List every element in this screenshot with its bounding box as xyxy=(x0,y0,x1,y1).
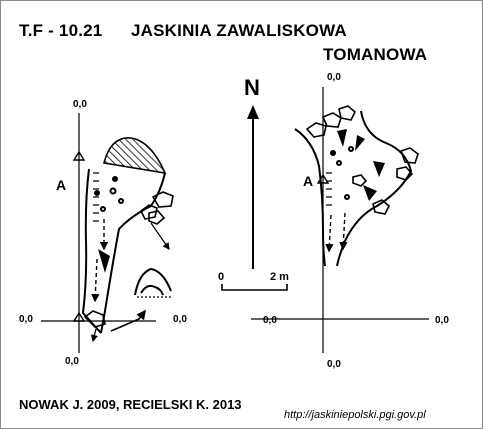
left-plan-rock xyxy=(139,204,158,220)
right-plan-rock xyxy=(396,166,414,181)
left-plan-small-arrow xyxy=(90,328,98,343)
left-plan-wall-right xyxy=(100,172,166,334)
left-plan-rock xyxy=(148,210,166,225)
left-plan-slope-ticks xyxy=(93,172,99,222)
right-plan-rock xyxy=(352,174,368,187)
right-plan-survey-point xyxy=(316,173,330,184)
scale-start-label: 0 xyxy=(218,271,225,283)
authors: NOWAK J. 2009, RECIELSKI K. 2013 xyxy=(19,397,242,412)
north-label: N xyxy=(244,75,260,100)
left-plan-dashed-arrow xyxy=(91,258,100,303)
right-plan-rock xyxy=(399,147,419,164)
right-plan-dashed-arrow xyxy=(339,212,348,251)
left-plan-hatched-rock xyxy=(103,137,167,175)
right-plan-slope-ticks xyxy=(326,172,332,206)
right-plan-left-coord: 0,0 xyxy=(263,315,277,326)
right-plan-dashed-arrow xyxy=(325,214,334,253)
right-plan-wall-left xyxy=(294,128,326,267)
right-plan-bottom-coord: 0,0 xyxy=(327,359,341,370)
cave-subname: TOMANOWA xyxy=(323,45,428,64)
left-plan-axis-point xyxy=(72,311,86,322)
left-plan-slope-triangle xyxy=(98,249,110,273)
left-plan-pebble xyxy=(94,190,100,196)
source-url[interactable]: http://jaskiniepolski.pgi.gov.pl xyxy=(284,409,426,421)
scale-bar xyxy=(221,284,288,291)
left-cave-plan xyxy=(41,113,174,353)
right-plan-rock xyxy=(338,105,356,121)
left-plan-rock xyxy=(83,310,106,328)
right-plan-right-coord: 0,0 xyxy=(435,315,449,326)
left-plan-cross-section xyxy=(134,267,172,296)
right-plan-slope-triangle xyxy=(373,161,385,177)
north-arrow-head xyxy=(247,105,259,119)
left-plan-pebble xyxy=(109,187,117,195)
right-plan-slope-triangle xyxy=(355,135,365,151)
right-plan-pebble xyxy=(348,146,354,152)
left-plan-survey-point xyxy=(72,150,86,161)
left-plan-right-coord: 0,0 xyxy=(173,314,187,325)
right-plan-rock xyxy=(305,122,327,138)
cave-name: JASKINIA ZAWALISKOWA xyxy=(131,21,347,40)
left-plan-point-label: A xyxy=(56,177,67,193)
scale-end-label: 2 m xyxy=(270,271,289,283)
left-plan-pebble xyxy=(100,206,106,212)
right-plan-rock xyxy=(372,199,390,215)
right-plan-pebble xyxy=(344,194,350,200)
left-plan-pebble xyxy=(112,176,118,182)
left-plan-left-coord: 0,0 xyxy=(19,314,33,325)
cave-code: T.F - 10.21 xyxy=(19,21,103,40)
right-plan-pebble xyxy=(336,160,342,166)
left-plan-rock xyxy=(151,191,174,208)
right-plan-wall-right xyxy=(336,110,413,267)
left-plan-top-coord: 0,0 xyxy=(73,99,87,110)
right-plan-point-label: A xyxy=(303,173,314,189)
left-plan-wall-left xyxy=(81,168,102,334)
left-plan-pebble xyxy=(118,198,124,204)
left-plan-exit-arrow xyxy=(150,222,170,250)
right-cave-plan xyxy=(251,87,429,353)
right-plan-rock xyxy=(321,112,342,128)
left-plan-bottom-coord: 0,0 xyxy=(65,356,79,367)
right-plan-top-coord: 0,0 xyxy=(327,72,341,83)
right-plan-pebble xyxy=(330,150,336,156)
left-plan-entrance-arrow xyxy=(110,309,146,332)
right-plan-slope-triangle xyxy=(363,185,377,201)
right-plan-slope-triangle xyxy=(337,129,347,147)
